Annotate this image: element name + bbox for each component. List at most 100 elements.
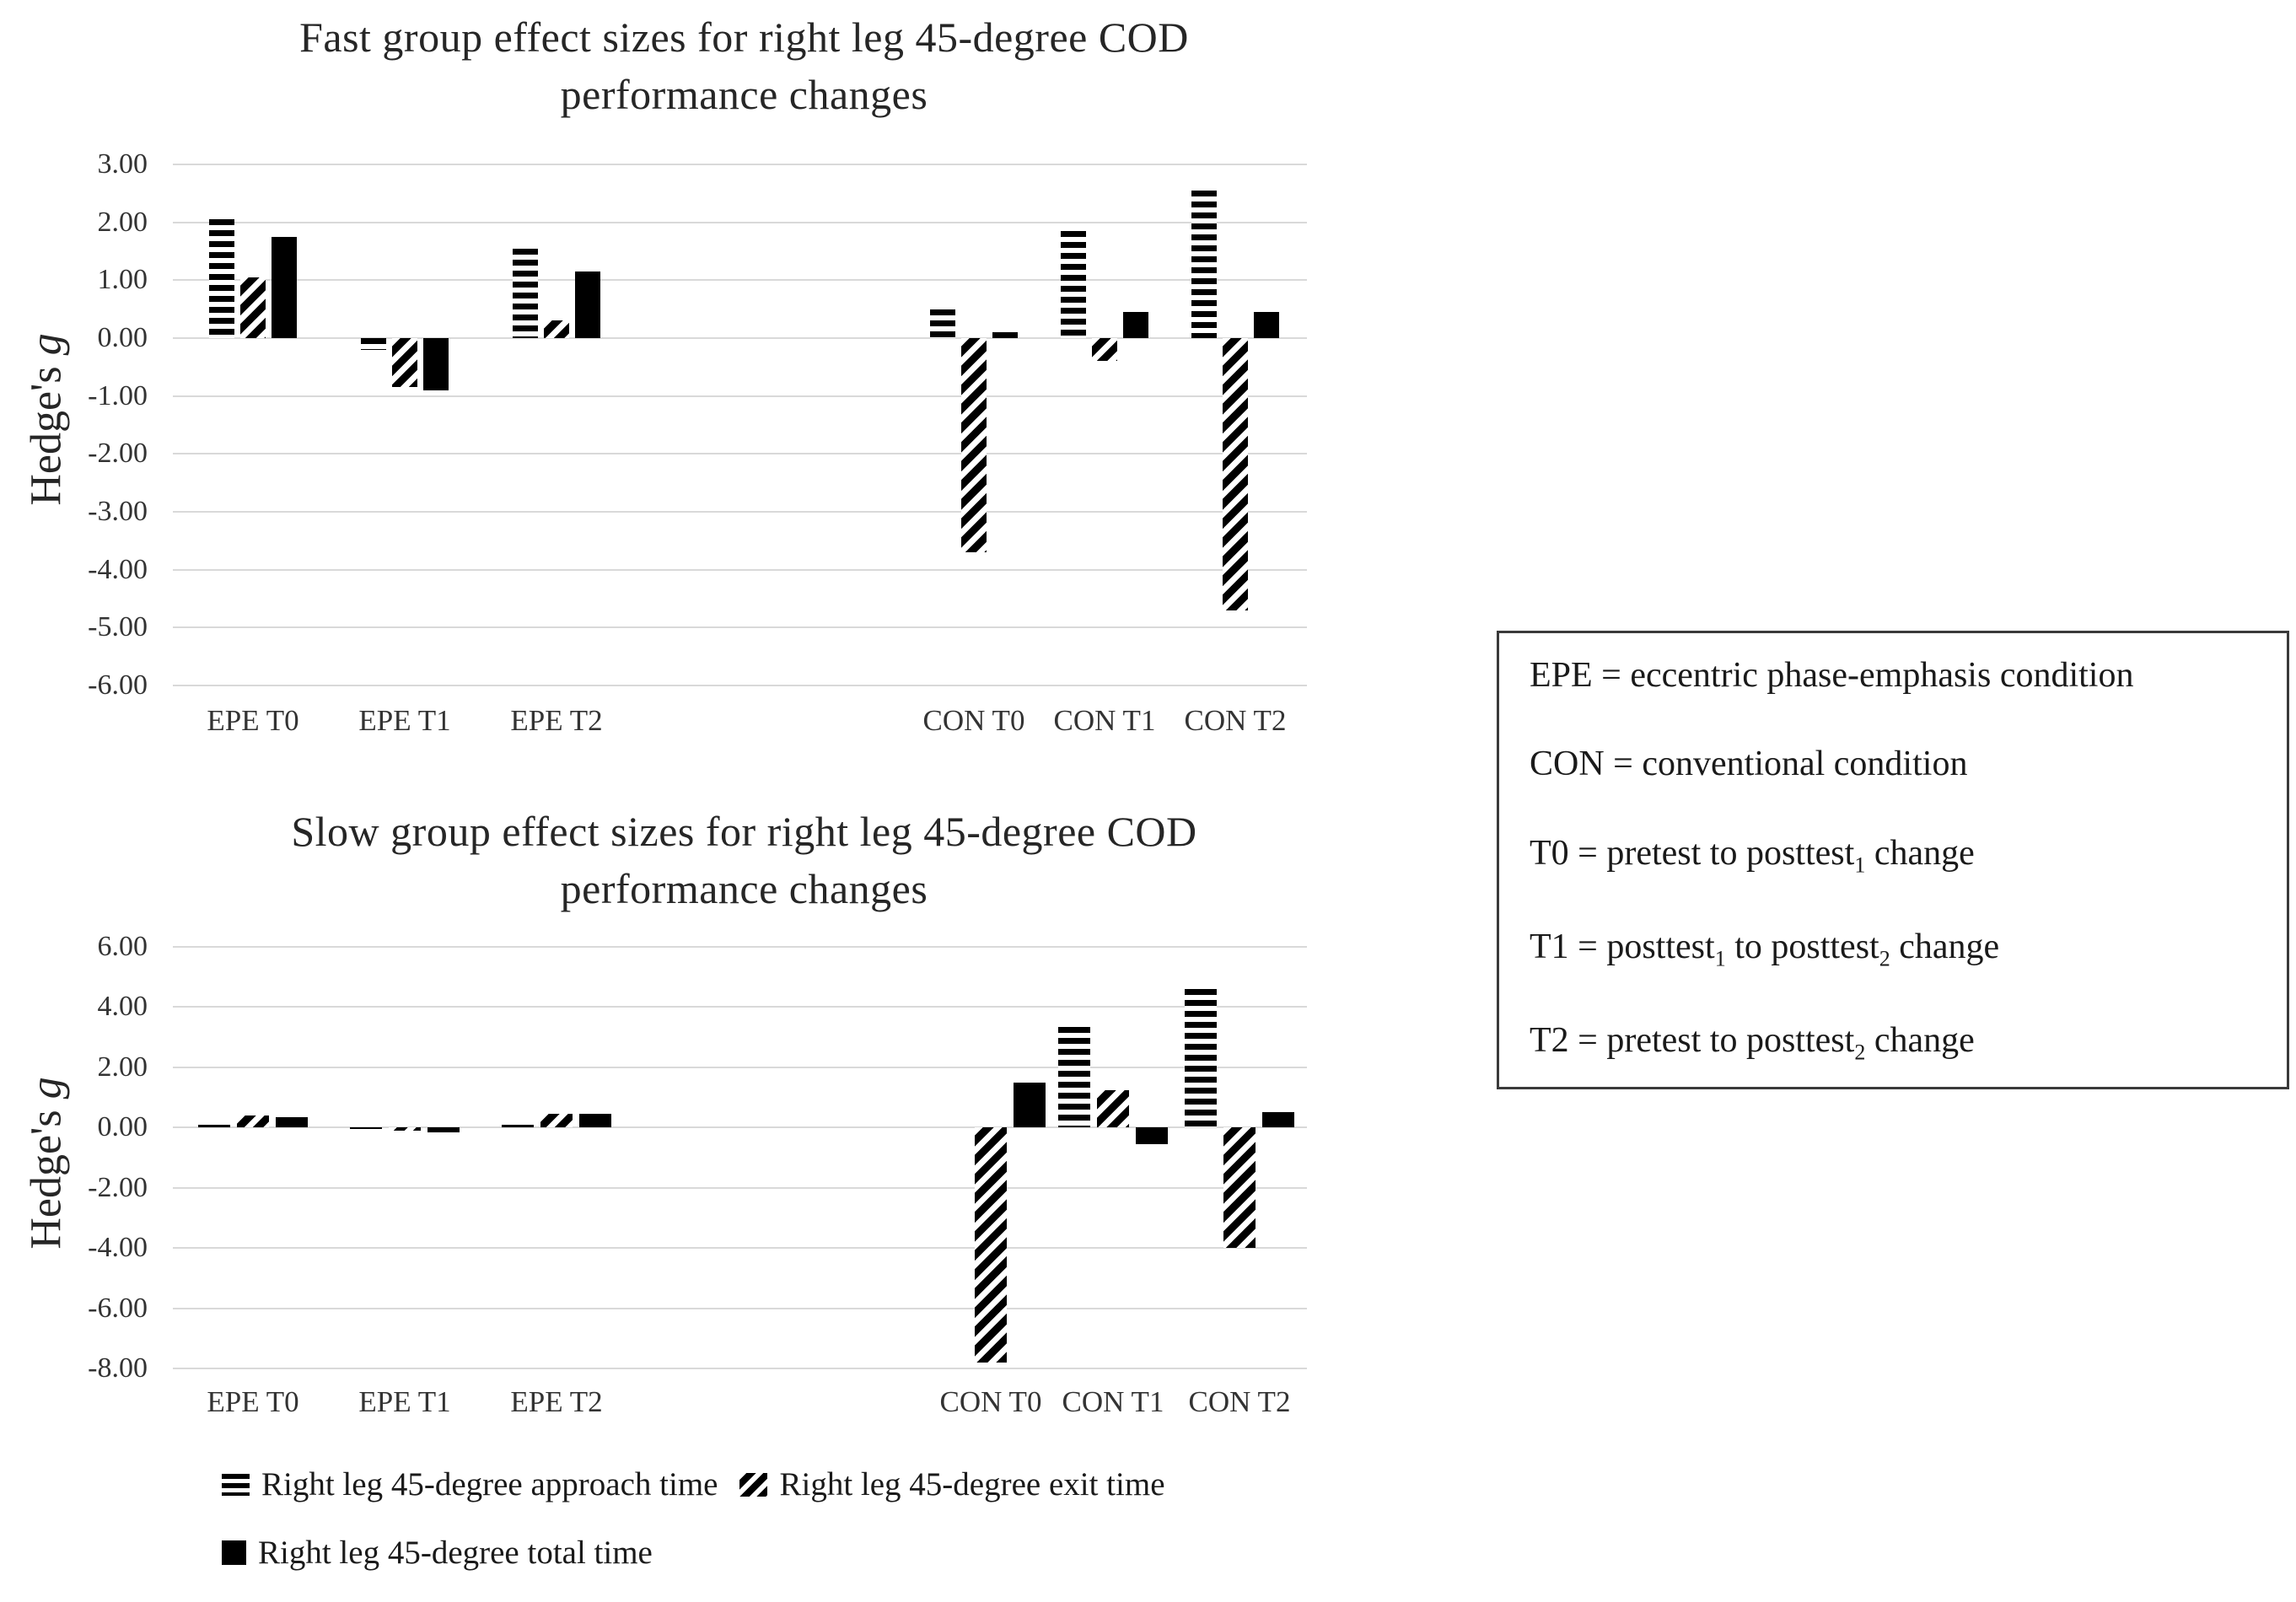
legend-line: T1 = posttest1 to posttest2 change [1530, 927, 2000, 971]
y-tick-label: 3.00 [97, 148, 148, 180]
bar [1223, 338, 1248, 610]
legend-line: T2 = pretest to posttest2 change [1530, 1020, 1975, 1064]
approach-pattern-swatch-icon [222, 1473, 250, 1496]
legend-line-subscript: 1 [1714, 946, 1726, 971]
bar [1058, 1026, 1090, 1128]
gridline [173, 1368, 1307, 1369]
bar [1223, 1127, 1256, 1249]
y-axis-title-text: Hedge's [22, 355, 71, 506]
legend-line: EPE = eccentric phase-emphasis condition [1530, 656, 2134, 695]
exit-pattern-swatch-icon [739, 1472, 768, 1497]
gridline [173, 453, 1307, 455]
y-tick-label: -2.00 [88, 438, 148, 470]
bar [350, 1127, 382, 1130]
abbreviation-legend-box: EPE = eccentric phase-emphasis condition… [1497, 631, 2289, 1089]
x-category-label: EPE T2 [510, 1385, 603, 1418]
bar [513, 248, 538, 338]
bar [198, 1124, 230, 1128]
slow-chart-title-line1: Slow group effect sizes for right leg 45… [291, 808, 1197, 855]
gridline [173, 1066, 1307, 1068]
gridline [173, 568, 1307, 571]
bar [237, 1115, 269, 1128]
y-tick-label: -5.00 [88, 611, 148, 643]
fast-chart-title: Fast group effect sizes for right leg 45… [177, 8, 1311, 123]
bar [240, 277, 266, 338]
y-tick-label: -4.00 [88, 553, 148, 585]
bar [361, 338, 386, 350]
y-tick-label: 1.00 [97, 264, 148, 296]
bar [272, 236, 297, 338]
gridline [173, 221, 1307, 223]
y-tick-label: -1.00 [88, 379, 148, 411]
bar [1092, 338, 1117, 362]
fast-chart-title-line2: performance changes [560, 71, 928, 118]
legend-line-subscript: 2 [1854, 1039, 1866, 1064]
gridline [173, 337, 1307, 339]
x-category-label: EPE T0 [207, 1385, 299, 1418]
bar [544, 320, 569, 338]
gridline [173, 395, 1307, 397]
bar [1097, 1089, 1129, 1128]
gridline [173, 164, 1307, 165]
y-tick-label: -8.00 [88, 1352, 148, 1384]
bar [975, 1127, 1007, 1363]
bar [1262, 1112, 1294, 1128]
x-category-label: CON T1 [1062, 1385, 1164, 1418]
y-tick-label: 2.00 [97, 206, 148, 238]
approach-series-label: Right leg 45-degree approach time [261, 1466, 718, 1503]
bar [209, 219, 234, 338]
x-category-label: CON T0 [922, 704, 1025, 737]
slow-chart-title-line2: performance changes [560, 865, 928, 912]
bar [423, 338, 449, 390]
gridline [173, 1126, 1307, 1129]
gridline [173, 1186, 1307, 1189]
slow-plot-area: 6.00 4.00 2.00 0.00 -2.00 -4.00 -6.00 -8.00 EPE … [88, 933, 1307, 1418]
y-tick-label: 0.00 [97, 322, 148, 353]
bar [930, 309, 955, 338]
gridline [173, 626, 1307, 629]
bar [540, 1114, 573, 1128]
legend-line: CON = conventional condition [1530, 745, 1968, 784]
y-tick-label: 6.00 [97, 931, 148, 962]
series-legend-row-1: Right leg 45-degree approach time Right … [222, 1465, 1165, 1503]
y-tick-label: -3.00 [88, 496, 148, 527]
bar [1014, 1082, 1046, 1128]
x-category-label: EPE T1 [358, 704, 451, 737]
gridline [173, 685, 1307, 686]
bar [1136, 1127, 1168, 1144]
bar [427, 1127, 460, 1132]
bar [1185, 989, 1217, 1128]
x-category-label: EPE T1 [358, 1385, 451, 1418]
bar [1061, 230, 1086, 338]
y-tick-label: 2.00 [97, 1051, 148, 1083]
exit-series-label: Right leg 45-degree exit time [779, 1466, 1165, 1503]
slow-chart-title: Slow group effect sizes for right leg 45… [177, 803, 1311, 917]
y-tick-label: -6.00 [88, 669, 148, 701]
y-tick-label: -4.00 [88, 1232, 148, 1264]
bar [1191, 190, 1217, 338]
gridline [173, 1307, 1307, 1309]
legend-line-subscript: 1 [1854, 852, 1866, 878]
gridline [173, 279, 1307, 282]
bar [392, 338, 417, 388]
gridline [173, 511, 1307, 513]
series-legend-row-2: Right leg 45-degree total time [222, 1534, 1165, 1572]
bar [579, 1114, 611, 1128]
x-category-label: EPE T0 [207, 704, 299, 737]
fast-plot-area: 3.00 2.00 1.00 0.00 -1.00 -2.00 -3.00 -4.00 -5.0… [88, 150, 1307, 737]
bar [276, 1116, 308, 1128]
bar [389, 1127, 421, 1131]
total-pattern-swatch-icon [222, 1540, 246, 1565]
bar [575, 271, 600, 338]
bar [502, 1124, 534, 1128]
y-tick-label: -2.00 [88, 1171, 148, 1203]
gridline [173, 1006, 1307, 1008]
fast-chart-title-line1: Fast group effect sizes for right leg 45… [299, 13, 1189, 61]
bar [961, 338, 987, 553]
gridline [173, 1247, 1307, 1250]
x-category-label: EPE T2 [510, 704, 603, 737]
x-category-label: CON T1 [1053, 704, 1156, 737]
y-tick-label: 4.00 [97, 991, 148, 1023]
y-tick-label: 0.00 [97, 1111, 148, 1143]
